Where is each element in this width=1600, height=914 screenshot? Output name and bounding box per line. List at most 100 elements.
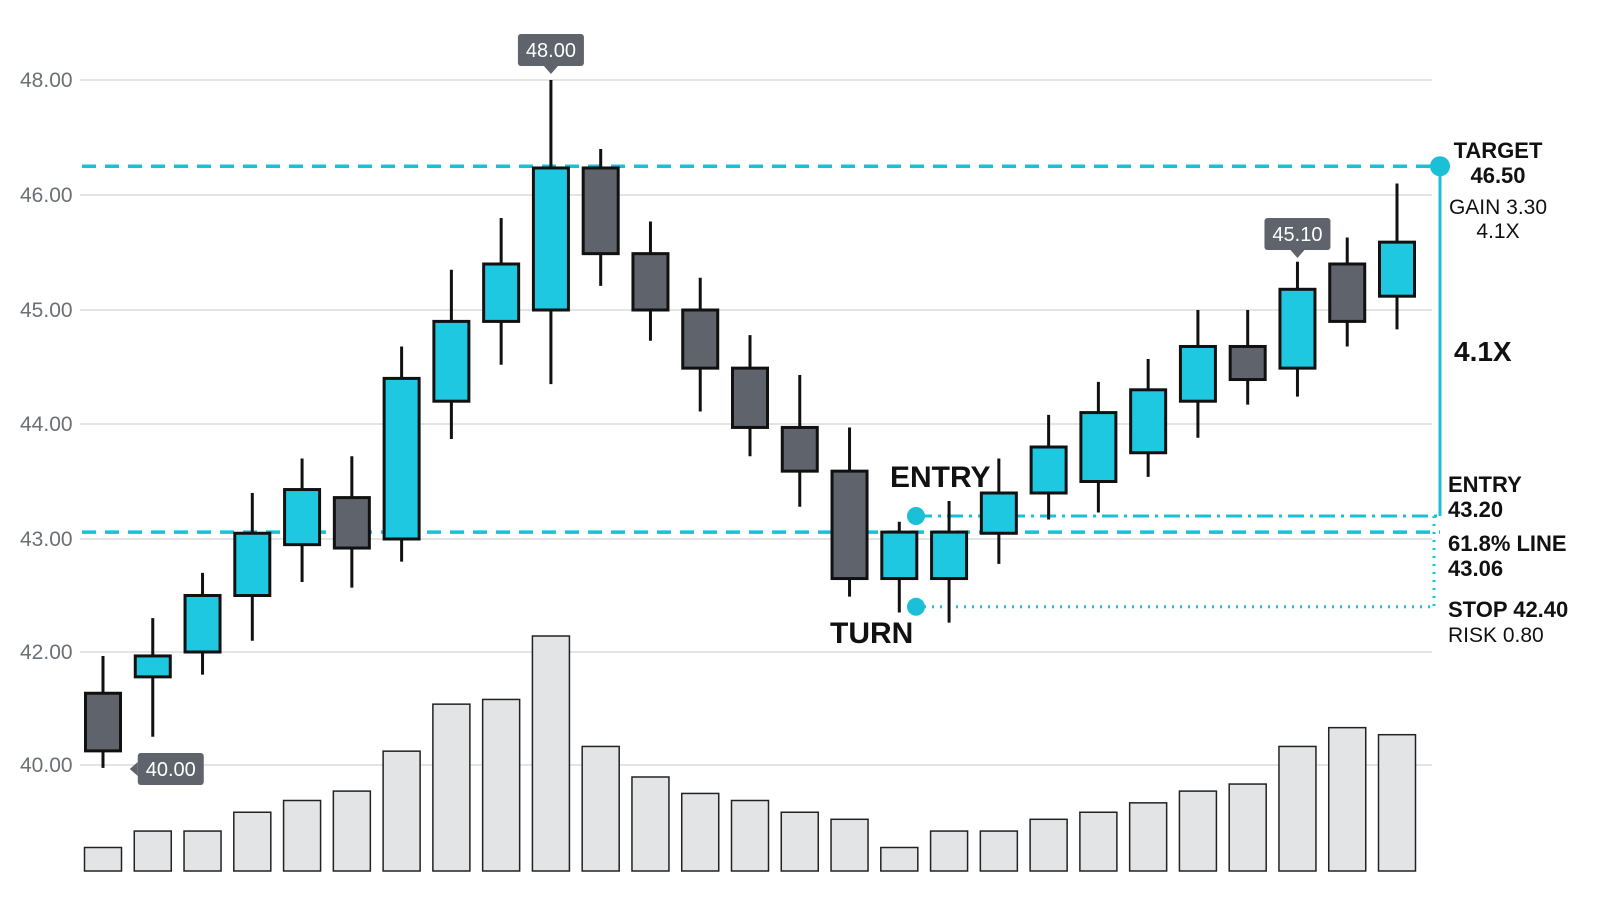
recent-price-badge-pointer: [1290, 250, 1305, 258]
low-price-badge: 40.00: [129, 753, 204, 785]
volume-bar: [680, 792, 720, 872]
volume-bar: [1128, 802, 1168, 872]
high-price-badge-text: 48.00: [526, 40, 576, 62]
candle: [332, 456, 371, 588]
candle: [382, 346, 421, 562]
candle: [631, 221, 670, 341]
candle-body: [283, 488, 322, 547]
entry-label: ENTRY: [1448, 472, 1522, 497]
candle: [880, 521, 919, 613]
entry-callout: ENTRY: [890, 461, 991, 494]
candle-body: [1129, 388, 1168, 455]
low-price-badge-box: [137, 753, 204, 785]
volume-bar: [83, 846, 123, 872]
fib-value: 43.06: [1448, 556, 1503, 581]
candle-body: [631, 252, 670, 312]
volume-bar: [282, 799, 322, 872]
volume-bar: [1278, 745, 1317, 872]
candle: [731, 335, 769, 457]
candle-body: [432, 319, 471, 403]
candle-body: [731, 366, 769, 429]
trade-levels: [82, 156, 1450, 616]
candle: [1079, 381, 1118, 513]
candle: [1228, 310, 1267, 405]
risk-reward-label: 4.1X: [1454, 336, 1512, 367]
candle: [183, 572, 222, 675]
candle-body: [1378, 240, 1416, 298]
fib-label: 61.8% LINE: [1448, 531, 1567, 556]
y-tick-label: 43.00: [20, 528, 73, 551]
target-label: TARGET: [1454, 138, 1543, 163]
candle: [1328, 237, 1367, 347]
volume-bar: [979, 830, 1019, 872]
high-price-badge: 48.00: [517, 34, 584, 74]
volume-bar: [432, 703, 471, 872]
candle: [133, 618, 172, 737]
candle: [233, 493, 272, 641]
candle: [84, 655, 122, 768]
volume-bar: [332, 790, 372, 872]
candle: [531, 80, 570, 385]
candle: [1178, 310, 1217, 438]
candle-body: [830, 469, 869, 581]
y-tick-label: 42.00: [20, 641, 73, 664]
volume-bar: [382, 750, 421, 872]
candle-body: [930, 530, 969, 581]
candle: [1129, 359, 1168, 477]
candle: [432, 269, 471, 439]
high-price-badge-box: [517, 34, 584, 66]
gain-ratio: 4.1X: [1476, 220, 1519, 243]
volume-bar: [730, 799, 770, 872]
low-price-badge-pointer: [129, 762, 138, 776]
candle-body: [1029, 445, 1068, 495]
y-tick-label: 48.00: [20, 69, 73, 92]
volume-bar: [880, 846, 919, 872]
volume-bar: [531, 635, 571, 872]
candles: [84, 80, 1416, 768]
high-price-badge-pointer: [543, 66, 558, 74]
volume-bar: [1178, 790, 1218, 872]
volume-bar: [233, 811, 272, 872]
volume-bar: [133, 830, 173, 872]
volume-bar: [1079, 811, 1118, 872]
volume-bar: [929, 830, 969, 872]
y-tick-label: 44.00: [20, 413, 73, 436]
volume-bar: [1327, 726, 1367, 872]
candle: [681, 277, 720, 412]
target-value: 46.50: [1470, 163, 1525, 188]
y-tick-label: 45.00: [20, 299, 73, 322]
volume-bar: [830, 818, 869, 872]
candle-body: [183, 594, 222, 654]
candle: [1378, 183, 1416, 330]
candle-body: [780, 425, 819, 473]
candle-body: [482, 262, 521, 323]
candle-body: [1178, 344, 1217, 403]
turn-callout: TURN: [830, 617, 913, 650]
candle-body: [1079, 411, 1118, 484]
price-callouts: 48.00 40.00 45.10 ENTRY TURN: [129, 34, 1331, 785]
candle-body: [84, 691, 122, 753]
entry-value: 43.20: [1448, 497, 1503, 522]
candle: [283, 458, 322, 582]
stop-dot: [907, 597, 925, 616]
volume-bar: [481, 698, 521, 872]
candle-body: [382, 376, 421, 541]
risk-label: RISK 0.80: [1448, 624, 1544, 647]
candle: [482, 218, 521, 365]
target-dot: [1430, 156, 1450, 177]
entry-dot: [907, 507, 925, 525]
candle-body: [979, 491, 1018, 535]
candle-body: [880, 530, 919, 581]
candle-body: [133, 654, 172, 679]
volume-bar: [183, 830, 222, 872]
candle: [930, 501, 969, 623]
candle: [780, 374, 819, 507]
candle: [979, 458, 1018, 564]
volume-bar: [631, 776, 670, 872]
stop-label: STOP 42.40: [1448, 597, 1568, 622]
volume-bar: [581, 745, 620, 872]
candle-body: [1228, 344, 1267, 382]
candle-body: [233, 531, 272, 597]
candle: [1278, 261, 1317, 397]
